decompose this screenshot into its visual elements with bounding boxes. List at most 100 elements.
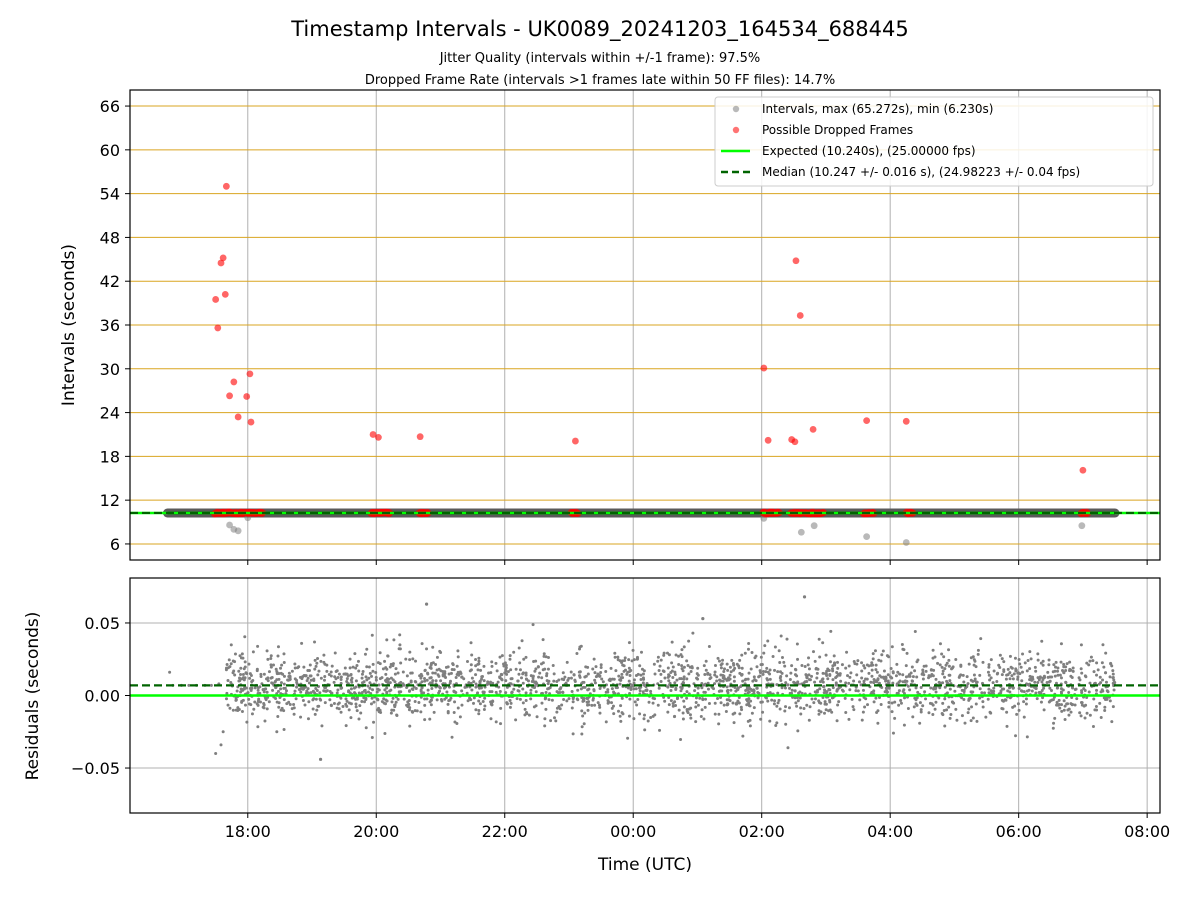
residual-point-1352 — [675, 678, 679, 682]
residual-point-991 — [316, 673, 320, 677]
residual-point-2241 — [766, 691, 770, 695]
residual-point-99 — [304, 691, 308, 695]
residual-point-2243 — [799, 706, 803, 710]
residual-point-1232 — [562, 697, 566, 701]
residual-point-348 — [795, 696, 799, 700]
residual-point-575 — [949, 712, 953, 716]
residual-point-2198 — [659, 672, 663, 676]
residual-point-2015 — [854, 685, 858, 689]
dropped-point-14 — [416, 433, 424, 441]
residual-point-1284 — [423, 679, 427, 683]
residual-point-1839 — [1070, 685, 1074, 689]
residual-point-325 — [300, 641, 304, 645]
residual-point-1961 — [1042, 686, 1046, 690]
residual-point-1711 — [295, 685, 299, 689]
residual-point-2587 — [836, 666, 840, 670]
residual-point-2323 — [943, 697, 947, 701]
residual-point-1341 — [297, 665, 301, 669]
residual-point-2369 — [1065, 662, 1069, 666]
top-ytick-label-5: 36 — [100, 316, 120, 335]
residual-point-71 — [649, 715, 653, 719]
residual-point-2334 — [619, 676, 623, 680]
residual-point-720 — [314, 686, 318, 690]
residual-point-2153 — [453, 720, 457, 724]
residual-point-1140 — [874, 696, 878, 700]
residual-point-1448 — [947, 705, 951, 709]
residual-point-1215 — [251, 650, 255, 654]
residual-point-2390 — [1016, 675, 1020, 679]
residual-point-1780 — [476, 662, 480, 666]
residual-point-984 — [1020, 670, 1024, 674]
residual-point-824 — [725, 698, 729, 702]
residual-point-1347 — [446, 665, 450, 669]
residual-point-1933 — [1019, 689, 1023, 693]
residual-point-2201 — [681, 711, 685, 715]
residual-point-1265 — [635, 703, 639, 707]
residual-point-698 — [919, 710, 923, 714]
residual-point-1553 — [703, 705, 707, 709]
residual-point-2567 — [722, 674, 726, 678]
residual-point-1935 — [307, 681, 311, 685]
residual-point-222 — [509, 668, 513, 672]
residual-point-571 — [1080, 701, 1084, 705]
residual-point-2438 — [598, 711, 602, 715]
residual-point-1892 — [999, 689, 1003, 693]
residual-point-2091 — [470, 676, 474, 680]
residual-point-1175 — [639, 673, 643, 677]
residual-point-557 — [593, 671, 597, 675]
residual-point-108 — [915, 675, 919, 679]
residual-point-2309 — [897, 689, 901, 693]
residual-point-2410 — [1054, 665, 1058, 669]
residual-point-2199 — [413, 679, 417, 683]
residual-point-2044 — [292, 712, 296, 716]
residual-point-1520 — [934, 677, 938, 681]
residual-point-1567 — [690, 665, 694, 669]
dropped-point-12 — [369, 431, 377, 438]
residual-point-409 — [303, 703, 307, 707]
residual-point-2450 — [226, 703, 230, 707]
residual-point-1260 — [1059, 676, 1063, 680]
residual-point-2014 — [987, 687, 991, 691]
top-ytick-label-2: 18 — [100, 447, 120, 466]
residual-point-841 — [1062, 670, 1066, 674]
residual-point-1366 — [739, 705, 743, 709]
residual-point-2080 — [1041, 696, 1045, 700]
residual-point-156 — [896, 670, 900, 674]
residual-point-2204 — [542, 652, 546, 656]
residual-point-780 — [1059, 687, 1063, 691]
residual-point-2439 — [599, 670, 603, 674]
residual-point-2564 — [490, 690, 494, 694]
residual-point-2343 — [354, 697, 358, 701]
residual-point-1650 — [844, 710, 848, 714]
residual-point-610 — [863, 705, 867, 709]
residual-point-2499 — [981, 681, 985, 685]
residual-point-1588 — [598, 705, 602, 709]
residual-point-856 — [673, 673, 677, 677]
residual-point-223 — [256, 725, 260, 729]
residual-point-2431 — [784, 722, 788, 726]
residual-point-467 — [610, 706, 614, 710]
residual-point-2327 — [913, 669, 917, 673]
top-ytick-label-7: 48 — [100, 228, 120, 247]
residual-point-2374 — [980, 691, 984, 695]
residual-point-1481 — [602, 685, 606, 689]
residual-point-2434 — [604, 670, 608, 674]
residual-point-424 — [241, 698, 245, 702]
residual-point-1685 — [645, 688, 649, 692]
residual-point-2269 — [348, 666, 352, 670]
residual-point-981 — [320, 724, 324, 728]
residual-point-2032 — [1004, 677, 1008, 681]
residual-point-1555 — [504, 666, 508, 670]
residual-point-1151 — [465, 691, 469, 695]
residual-point-2585 — [764, 670, 768, 674]
residual-point-1017 — [651, 701, 655, 705]
residual-point-2267 — [922, 664, 926, 668]
residual-point-1311 — [941, 669, 945, 673]
residual-point-1776 — [575, 652, 579, 656]
residual-point-160 — [1017, 687, 1021, 691]
residual-point-357 — [1095, 661, 1099, 665]
residual-point-1387 — [855, 673, 859, 677]
residual-point-18 — [992, 669, 996, 673]
residual-point-1966 — [479, 668, 483, 672]
residual-point-2520 — [617, 674, 621, 678]
